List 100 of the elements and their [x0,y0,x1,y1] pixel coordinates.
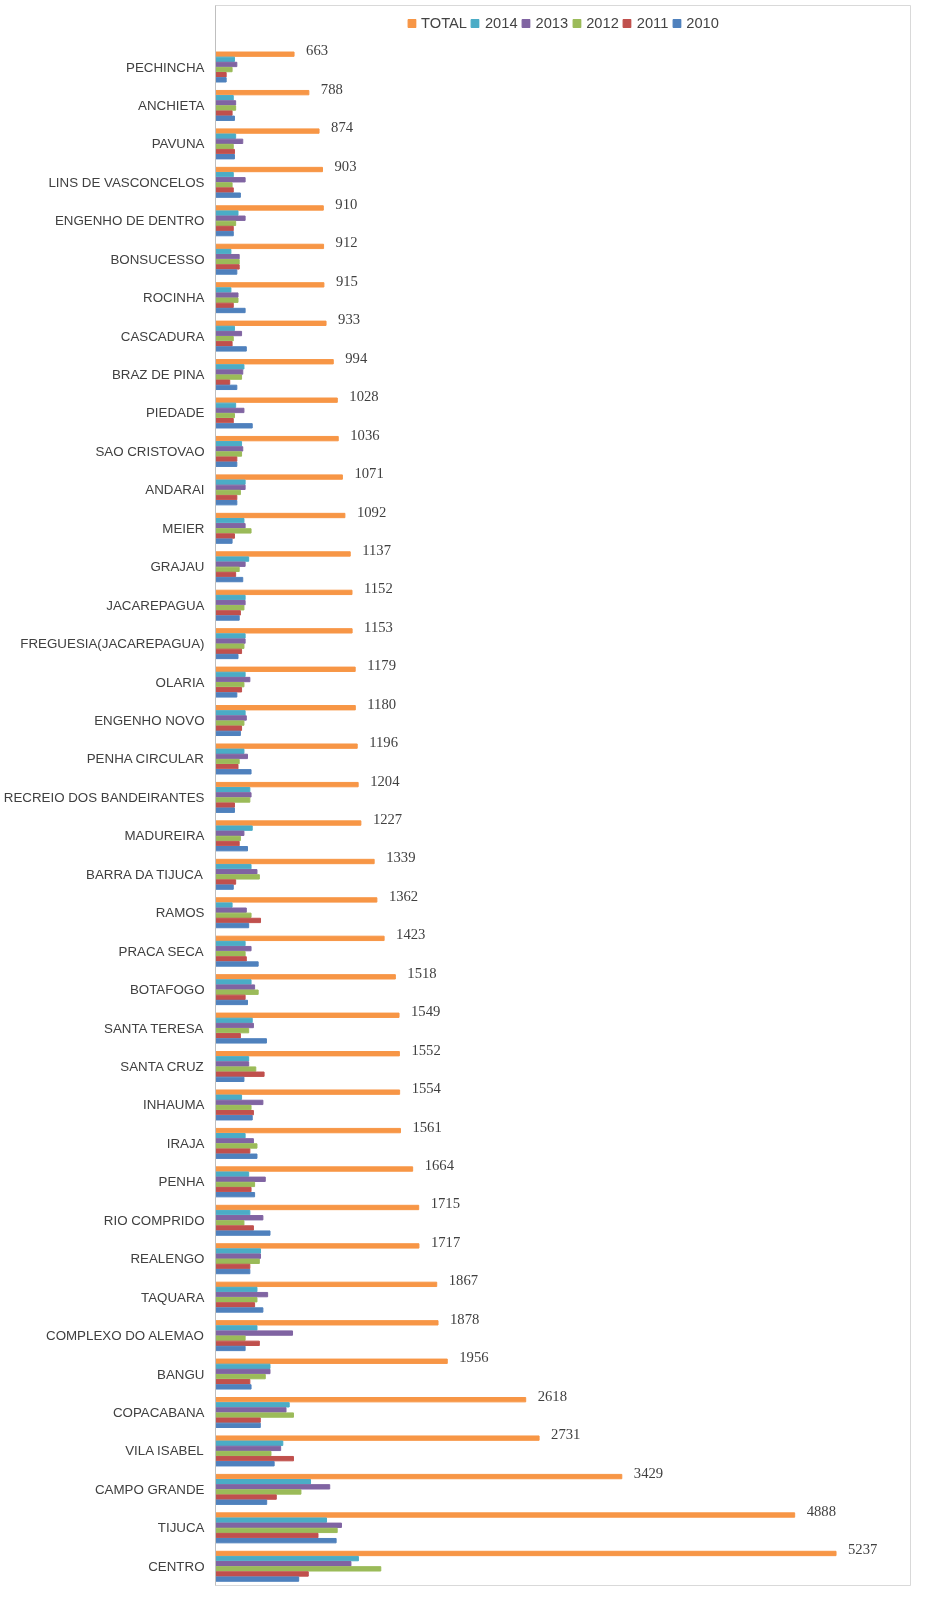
data-label: 663 [306,42,329,59]
data-label: 874 [331,119,354,136]
bar [215,1473,623,1480]
bar [215,633,246,639]
y-tick-label: PIEDADE [145,405,205,421]
bar [215,171,234,178]
data-label: 1137 [362,541,392,558]
bar [215,100,237,106]
bar [215,863,252,870]
bar [215,1133,246,1139]
y-tick-label: PECHINCHA [126,59,205,75]
bar [215,840,240,847]
bar [215,1402,290,1408]
bar [215,1143,258,1149]
bar [215,566,240,573]
bar [215,533,235,539]
data-label: 915 [335,272,358,289]
bar [215,1027,250,1034]
bar [215,897,378,903]
bar [215,517,245,524]
bar [215,320,327,326]
bar [215,56,235,62]
bar [215,989,259,995]
bar [215,341,233,347]
y-tick-label: BRAZ DE PINA [111,367,205,383]
bar [215,753,248,760]
bar [215,671,246,678]
bar [215,133,237,139]
legend-label: 2012 [586,15,619,31]
bar [215,945,252,952]
bar [215,489,241,496]
bar [215,1286,258,1293]
bar [215,412,235,419]
y-tick-label: BANGU [157,1366,205,1382]
y-tick-label: FREGUESIA(JACAREPAGUA) [20,636,205,652]
bar [215,456,238,462]
data-label: 1152 [364,580,393,597]
bar [215,1225,254,1231]
bar [215,1017,253,1024]
bar [215,1537,337,1544]
bar [215,523,246,529]
bar [215,561,246,567]
bar [215,758,240,765]
bar [215,994,246,1000]
bar [215,1204,420,1211]
bar [215,1307,264,1313]
data-label: 1362 [388,887,419,904]
bar [215,182,233,188]
y-tick-label: SANTA CRUZ [120,1059,204,1075]
bar [215,902,233,908]
data-label: 1180 [367,695,397,712]
bar [215,1153,258,1159]
bar [215,1417,261,1423]
bar [215,1455,294,1462]
bar [215,89,310,96]
bar [215,917,262,924]
y-tick-label: REALENGO [130,1251,205,1267]
bar [215,1281,438,1288]
y-tick-label: VILA ISABEL [125,1443,204,1459]
bar [215,1512,796,1518]
bar [215,105,237,111]
bar [215,705,356,711]
data-label: 4888 [806,1503,836,1520]
y-tick-label: GRAJAU [150,559,205,575]
bar [215,359,334,365]
y-tick-label: PAVUNA [151,136,205,152]
bar [215,330,243,337]
bar [215,77,227,83]
y-tick-label: ENGENHO DE DENTRO [54,213,205,229]
bar [215,551,351,557]
legend-label: TOTAL [421,15,467,31]
bar [215,1291,269,1298]
bar [215,1566,382,1572]
bar [215,1258,260,1264]
bar [215,922,250,929]
bar [215,192,241,198]
bar [215,1379,251,1385]
bar [215,402,237,408]
bar [215,225,234,232]
bar [215,461,238,467]
bar [215,1325,258,1331]
bar [215,500,238,506]
bar [215,1368,271,1375]
bar [215,446,244,452]
bar [215,282,325,288]
y-tick-label: JACAREPAGUA [106,597,205,613]
bar [215,1248,262,1254]
bar [215,230,234,237]
bar [215,797,251,803]
y-tick-label: RIO COMPRIDO [103,1212,205,1228]
legend-label: 2011 [636,15,669,31]
y-tick-label: BARRA DA TIJUCA [86,866,203,882]
data-label: 1204 [370,772,401,789]
bar [215,1022,254,1029]
y-tick-label: BOTAFOGO [129,982,205,998]
bar [215,643,245,649]
bar [215,599,246,606]
bar [215,1302,256,1308]
bar [215,1191,256,1198]
bar [215,676,251,683]
